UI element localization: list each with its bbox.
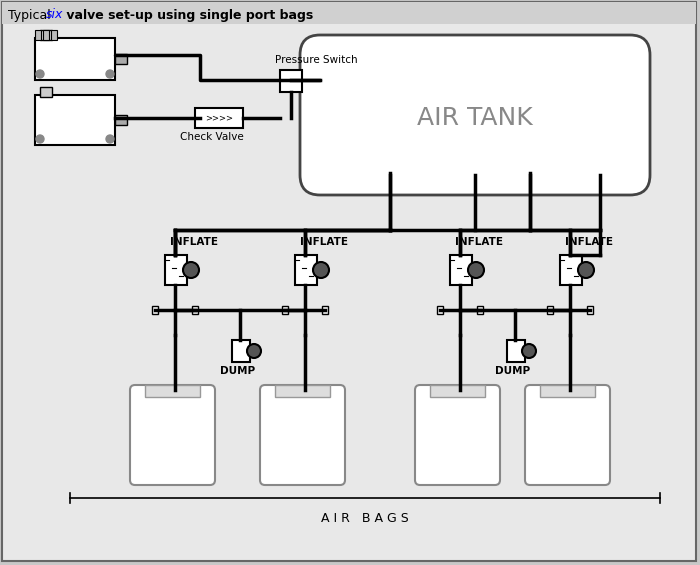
Text: A I R   B A G S: A I R B A G S [321,512,409,525]
Circle shape [36,70,44,78]
Bar [477,306,483,314]
FancyBboxPatch shape [300,35,650,195]
FancyBboxPatch shape [525,385,610,485]
Bar [547,306,553,314]
Bar [35,95,115,145]
Text: six: six [46,8,64,21]
Bar [587,306,593,314]
Text: INFLATE: INFLATE [300,237,348,247]
Text: AIR TANK: AIR TANK [417,106,533,130]
Text: INFLATE: INFLATE [455,237,503,247]
FancyBboxPatch shape [130,385,215,485]
Bar [195,108,243,128]
Circle shape [247,344,261,358]
Bar [232,340,250,362]
Bar [437,306,443,314]
Text: DUMP: DUMP [496,366,531,376]
Bar [295,255,317,285]
Text: INFLATE: INFLATE [565,237,613,247]
Bar [430,385,485,397]
Circle shape [106,70,114,78]
Text: INFLATE: INFLATE [170,237,218,247]
Circle shape [578,262,594,278]
Bar [145,385,200,397]
Text: Typical: Typical [8,8,55,21]
Bar [282,306,288,314]
Text: Check Valve: Check Valve [180,132,244,142]
Text: valve set-up using single port bags: valve set-up using single port bags [62,8,314,21]
Bar [275,385,330,397]
Bar [2,2,696,24]
Bar [51,30,57,40]
Bar [507,340,525,362]
Bar [43,30,49,40]
Bar [115,115,127,125]
Text: >>>>: >>>> [205,114,233,123]
Circle shape [522,344,536,358]
Circle shape [36,135,44,143]
Circle shape [468,262,484,278]
Bar [540,385,595,397]
Bar [192,306,198,314]
Bar [450,255,472,285]
Bar [115,54,127,64]
FancyBboxPatch shape [415,385,500,485]
Text: DUMP: DUMP [220,366,256,376]
Bar [35,38,115,80]
Bar [152,306,158,314]
Circle shape [106,135,114,143]
Bar [280,70,302,92]
Bar [35,30,41,40]
Bar [40,87,52,97]
Bar [40,30,52,40]
FancyBboxPatch shape [260,385,345,485]
Bar [322,306,328,314]
Bar [560,255,582,285]
Circle shape [183,262,199,278]
Circle shape [313,262,329,278]
Text: Pressure Switch: Pressure Switch [275,55,358,65]
Bar [165,255,187,285]
